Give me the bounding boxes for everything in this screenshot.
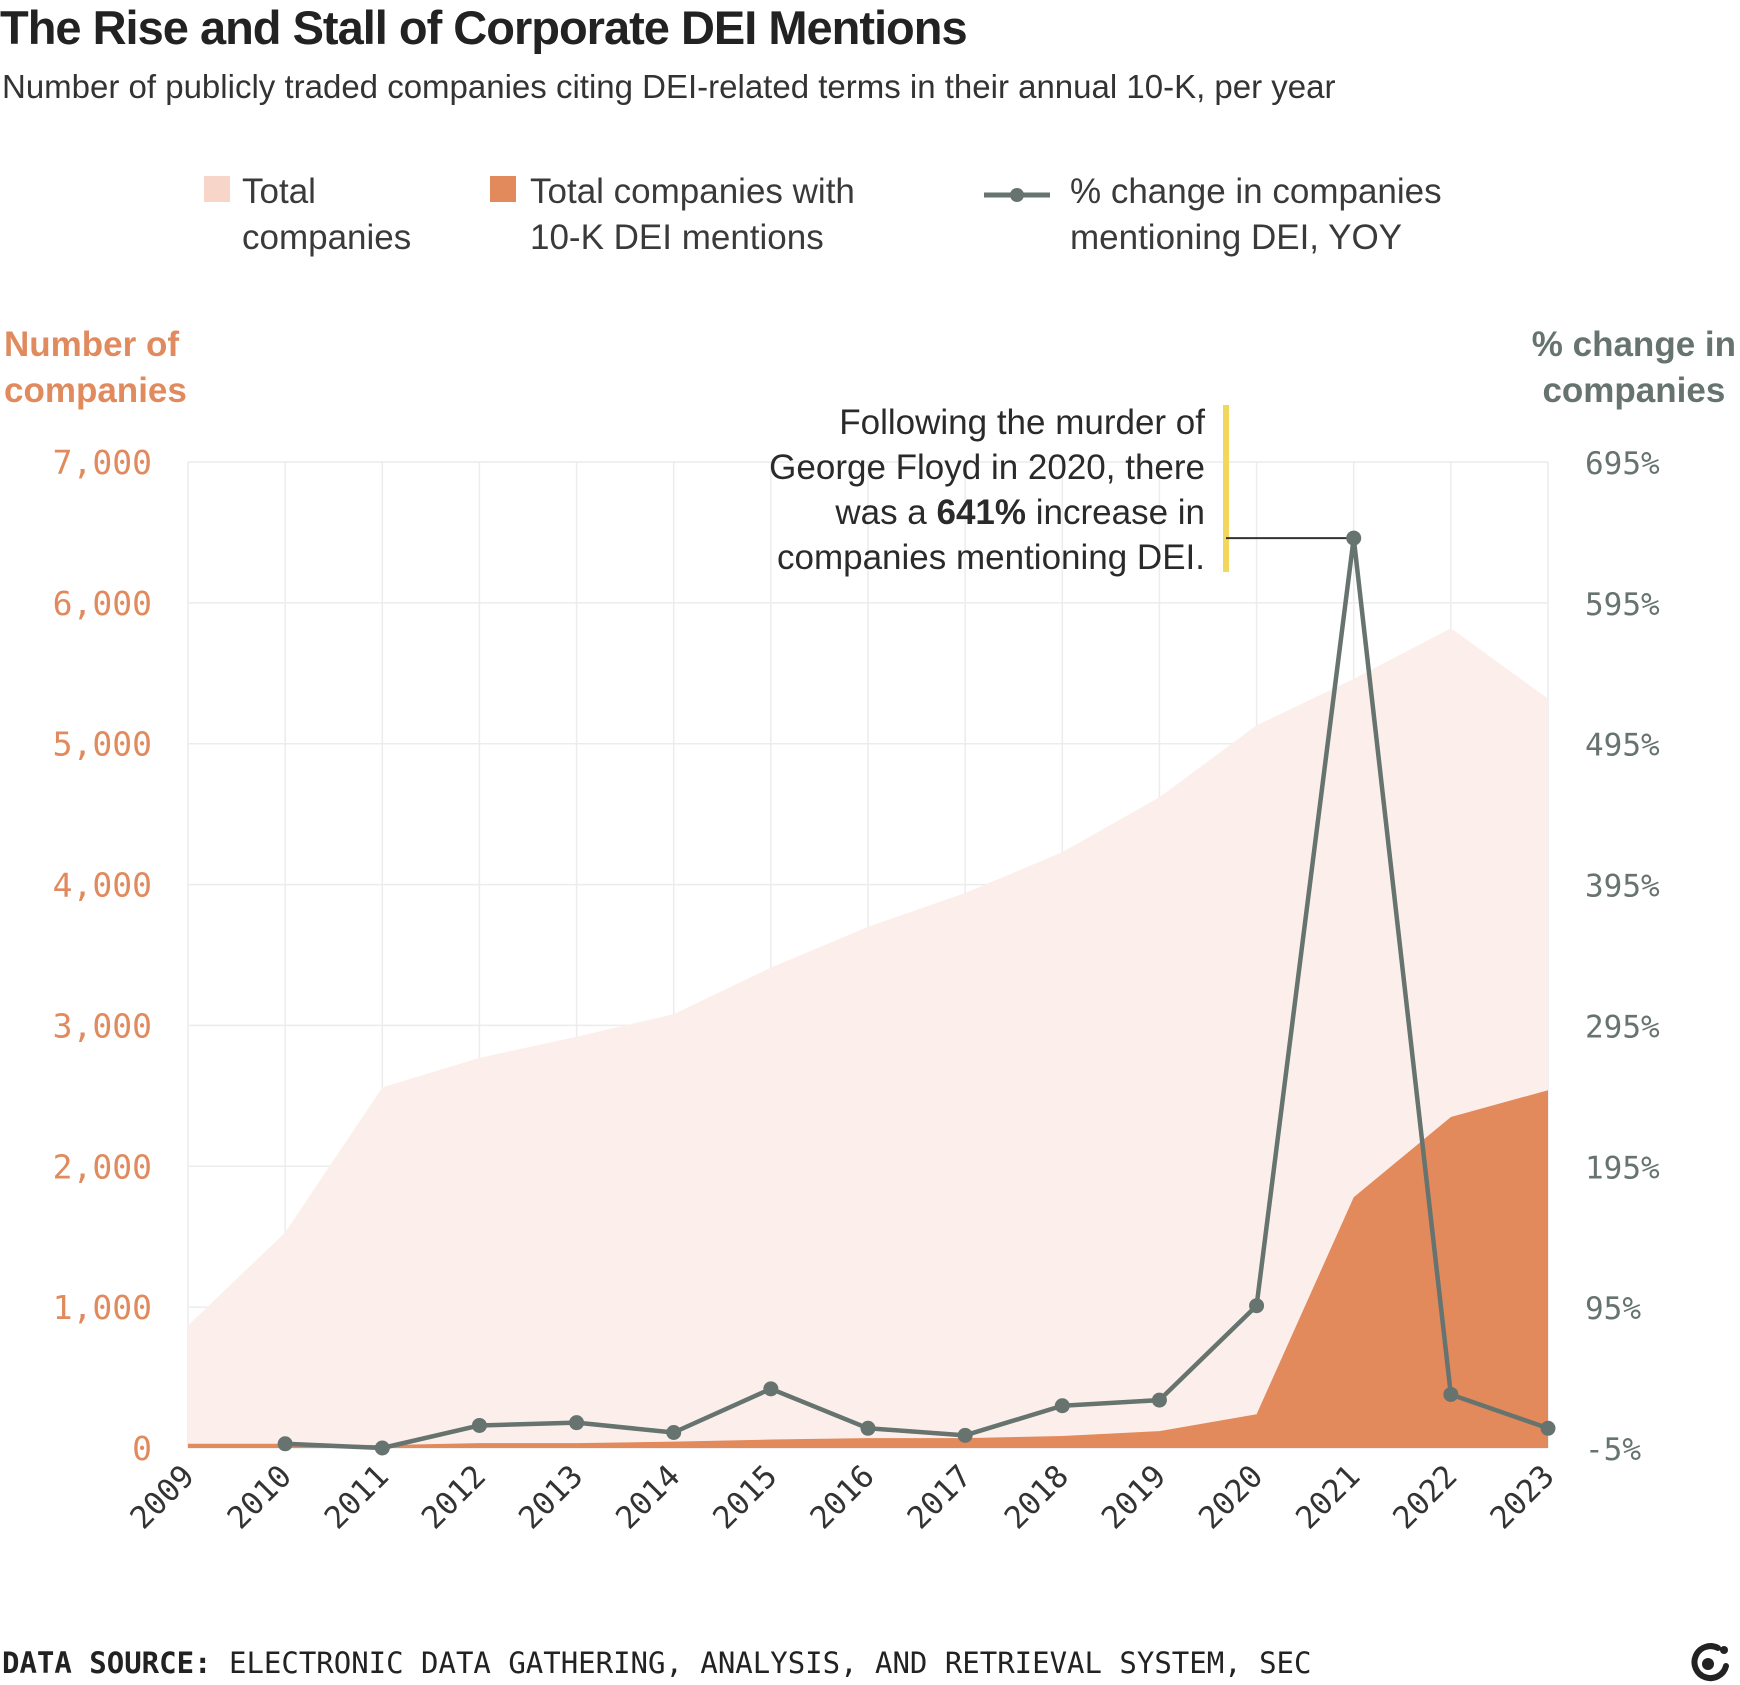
annotation-line: was a 641% increase in <box>645 490 1205 535</box>
data-source-label: DATA SOURCE: <box>2 1646 212 1680</box>
x-axis-ticks: 2009 2010 2011 2012 2013 2014 2015 2016 2017 2018… <box>123 1458 1561 1536</box>
area-series <box>188 628 1548 1448</box>
x-axis-tick-label: 2013 <box>512 1458 590 1536</box>
pct-change-point <box>1151 1392 1167 1408</box>
right-axis-tick-label: 195% <box>1585 1150 1660 1186</box>
left-axis-tick-label: 6,000 <box>53 584 152 623</box>
left-axis-title-line: Number of <box>4 325 179 364</box>
area-dei-mentions <box>188 1090 1548 1448</box>
pct-change-point <box>1249 1298 1265 1314</box>
area-total-companies <box>188 628 1548 1448</box>
x-axis-tick-label: 2010 <box>221 1458 299 1536</box>
x-axis-tick-label: 2018 <box>998 1458 1076 1536</box>
annotation-george-floyd: Following the murder of George Floyd in … <box>645 400 1205 580</box>
legend-item-pct: % change in companies mentioning DEI, YO… <box>1070 169 1442 261</box>
annotation-lines <box>1223 405 1354 572</box>
left-axis-tick-label: 7,000 <box>53 443 152 482</box>
x-axis-tick-label: 2021 <box>1289 1458 1367 1536</box>
right-axis-tick-label: 695% <box>1585 446 1660 482</box>
x-axis-tick-label: 2019 <box>1095 1458 1173 1536</box>
pct-change-line <box>277 530 1556 1456</box>
x-axis-tick-label: 2009 <box>123 1458 201 1536</box>
legend-item-total: Total companies <box>242 169 411 261</box>
chart-subtitle: Number of publicly traded companies citi… <box>2 68 1336 105</box>
left-axis-title: Number of companies <box>4 322 187 414</box>
right-axis-tick-label: 595% <box>1585 587 1660 623</box>
right-axis-title: % change in companies <box>1532 322 1736 414</box>
left-axis-tick-label: 3,000 <box>53 1006 152 1045</box>
x-axis-tick-label: 2012 <box>415 1458 493 1536</box>
legend-label-line: companies <box>242 218 412 257</box>
left-axis-tick-label: 1,000 <box>53 1288 152 1327</box>
pct-change-point <box>374 1440 390 1456</box>
pct-change-point <box>1054 1398 1070 1414</box>
x-axis-tick-label: 2015 <box>706 1458 784 1536</box>
pct-change-point <box>763 1381 779 1397</box>
x-axis-tick-label: 2014 <box>609 1458 687 1536</box>
x-axis-tick-label: 2011 <box>318 1458 396 1536</box>
right-axis-tick-label: 95% <box>1585 1291 1641 1327</box>
right-axis-ticks: -5% 95% 195% 295% 395% 495% 595% 695% <box>1585 446 1660 1468</box>
annotation-text: increase in <box>1026 493 1205 532</box>
data-source-text: ELECTRONIC DATA GATHERING, ANALYSIS, AND… <box>228 1646 1312 1680</box>
pct-change-point <box>1540 1420 1556 1436</box>
right-axis-tick-label: 495% <box>1585 728 1660 764</box>
pct-change-point <box>666 1425 682 1441</box>
left-axis-tick-label: 4,000 <box>53 866 152 905</box>
pct-change-point <box>1346 530 1362 546</box>
pct-change-point <box>569 1415 585 1431</box>
legend-label-line: mentioning DEI, YOY <box>1070 218 1403 257</box>
chart-canvas: 0 1,000 2,000 3,000 4,000 5,000 6,000 7,000 -5%… <box>53 405 1660 1536</box>
x-axis-tick-label: 2017 <box>901 1458 979 1536</box>
right-axis-title-line: % change in <box>1531 325 1736 364</box>
x-axis-tick-label: 2020 <box>1192 1458 1270 1536</box>
right-axis-tick-label: -5% <box>1585 1432 1641 1468</box>
right-axis-title-line: companies <box>1542 371 1726 410</box>
annotation-line: George Floyd in 2020, there <box>769 448 1205 487</box>
right-axis-tick-label: 395% <box>1585 869 1660 905</box>
annotation-highlight: 641% <box>936 493 1027 532</box>
data-source: DATA SOURCE: ELECTRONIC DATA GATHERING, … <box>2 1646 1311 1680</box>
right-axis-tick-label: 295% <box>1585 1009 1660 1045</box>
legend-label-line: Total companies with <box>530 172 855 211</box>
left-axis-tick-label: 5,000 <box>53 725 152 764</box>
pct-change-point <box>277 1436 293 1452</box>
legend-swatch-dei <box>490 176 516 202</box>
left-axis-tick-label: 2,000 <box>53 1147 152 1186</box>
legend-line-marker-icon <box>984 188 1050 202</box>
left-axis-title-line: companies <box>4 371 187 410</box>
legend-label-line: 10-K DEI mentions <box>530 218 824 257</box>
pct-change-point <box>957 1427 973 1443</box>
x-axis-tick-label: 2016 <box>803 1458 881 1536</box>
annotation-text: was a <box>835 493 937 532</box>
legend-label-line: % change in companies <box>1070 172 1442 211</box>
legend-label-line: Total <box>242 172 316 211</box>
x-axis-tick-label: 2022 <box>1386 1458 1464 1536</box>
left-axis-ticks: 0 1,000 2,000 3,000 4,000 5,000 6,000 7,000 <box>53 443 152 1468</box>
left-axis-tick-label: 0 <box>132 1429 152 1468</box>
chart-title: The Rise and Stall of Corporate DEI Ment… <box>0 1 968 54</box>
pct-change-point <box>1443 1386 1459 1402</box>
brand-logo-icon <box>1691 1643 1729 1682</box>
pct-change-point <box>860 1420 876 1436</box>
annotation-line: Following the murder of <box>839 403 1205 442</box>
x-axis-tick-label: 2023 <box>1483 1458 1561 1536</box>
pct-change-point <box>471 1417 487 1433</box>
annotation-line: companies mentioning DEI. <box>777 538 1205 577</box>
pct-change-line-path <box>285 535 1549 1451</box>
legend-swatch-total <box>204 176 230 202</box>
legend-item-dei: Total companies with 10-K DEI mentions <box>530 169 855 261</box>
